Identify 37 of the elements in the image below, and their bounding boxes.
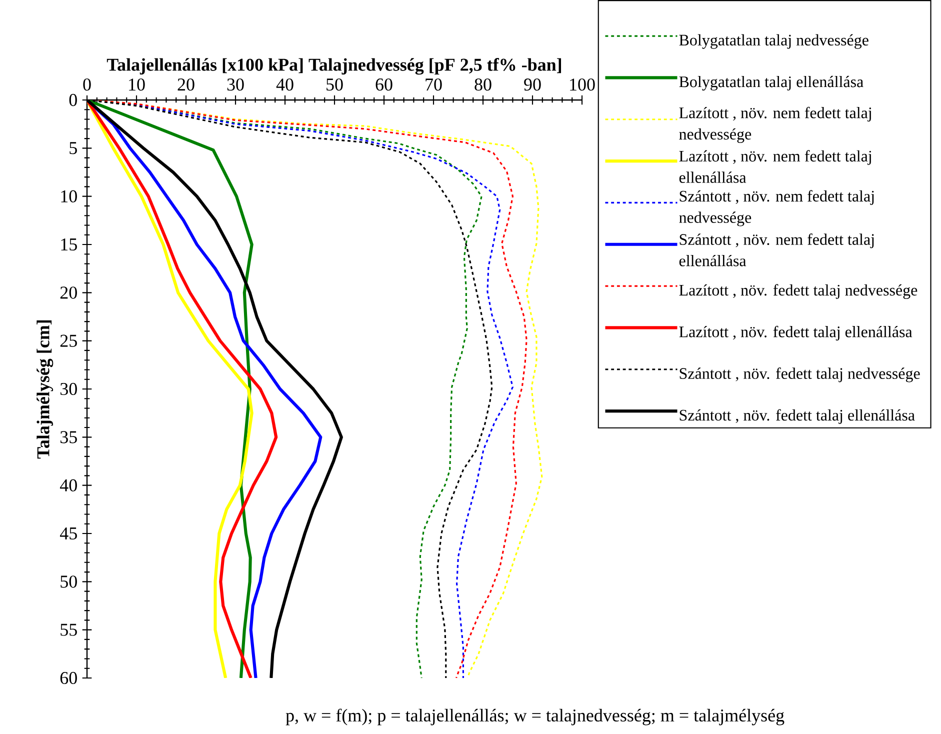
y-tick-label: 10 [61,190,77,202]
legend-label: Lazított , növ. nem fedett talaj nedvessége [679,106,872,143]
x-axis-title: Talajellenállás [x100 kPa] Talajnedvesség [pF 2,5 tf% -ban] [106,58,562,75]
legend-label: Szántott , növ. nem fedett talaj ellenállása [679,233,874,266]
legend-label: Lazított , növ. fedett talaj ellenállása [679,326,912,341]
y-tick-label: 40 [60,479,77,492]
x-tick-label: 80 [474,78,492,91]
x-tick-label: 50 [326,78,343,91]
x-tick-label: 10 [129,78,145,91]
x-tick-label: 30 [227,78,244,91]
y-tick-label: 5 [70,142,77,154]
y-tick-label: 25 [60,334,77,347]
y-tick-label: 20 [60,286,77,299]
x-tick-label: 90 [524,78,541,91]
y-tick-label: 35 [60,431,77,444]
y-tick-label: 0 [69,94,77,106]
legend-label: Bolygatatlan talaj nedvessége [679,34,868,49]
x-tick-label: 60 [376,78,392,91]
y-tick-label: 50 [60,576,77,588]
text: p, w = f(m); p = talajellenállás; w = talajnedvesség; m = talajmélység [286,708,784,726]
legend-label: Szántott , növ. fedett talaj ellenállása [680,409,915,424]
x-tick-label: 100 [570,78,595,91]
x-tick-label: 70 [426,78,442,91]
y-axis-title: Talajmélység [cm] [36,320,54,459]
legend-label: Szántott , növ. nem fedett talaj nedvessége [679,190,874,226]
y-tick-label: 60 [60,672,77,684]
legend-label: Lazított , növ. fedett talaj nedvessége [679,284,918,299]
y-tick-label: 45 [60,527,77,540]
x-tick-label: 20 [178,78,194,91]
y-tick-label: 30 [60,382,77,396]
legend-label: Lazított , növ. nem fedett talaj ellenállása [679,150,872,183]
y-tick-label: 15 [61,238,77,251]
x-tick-label: 40 [276,78,294,91]
x-tick-label: 0 [83,78,91,91]
legend-label: Szántott , növ. fedett talaj nedvessége [680,368,920,382]
y-tick-label: 55 [60,624,77,636]
legend-label: Bolygatatlan talaj ellenállása [679,76,864,90]
